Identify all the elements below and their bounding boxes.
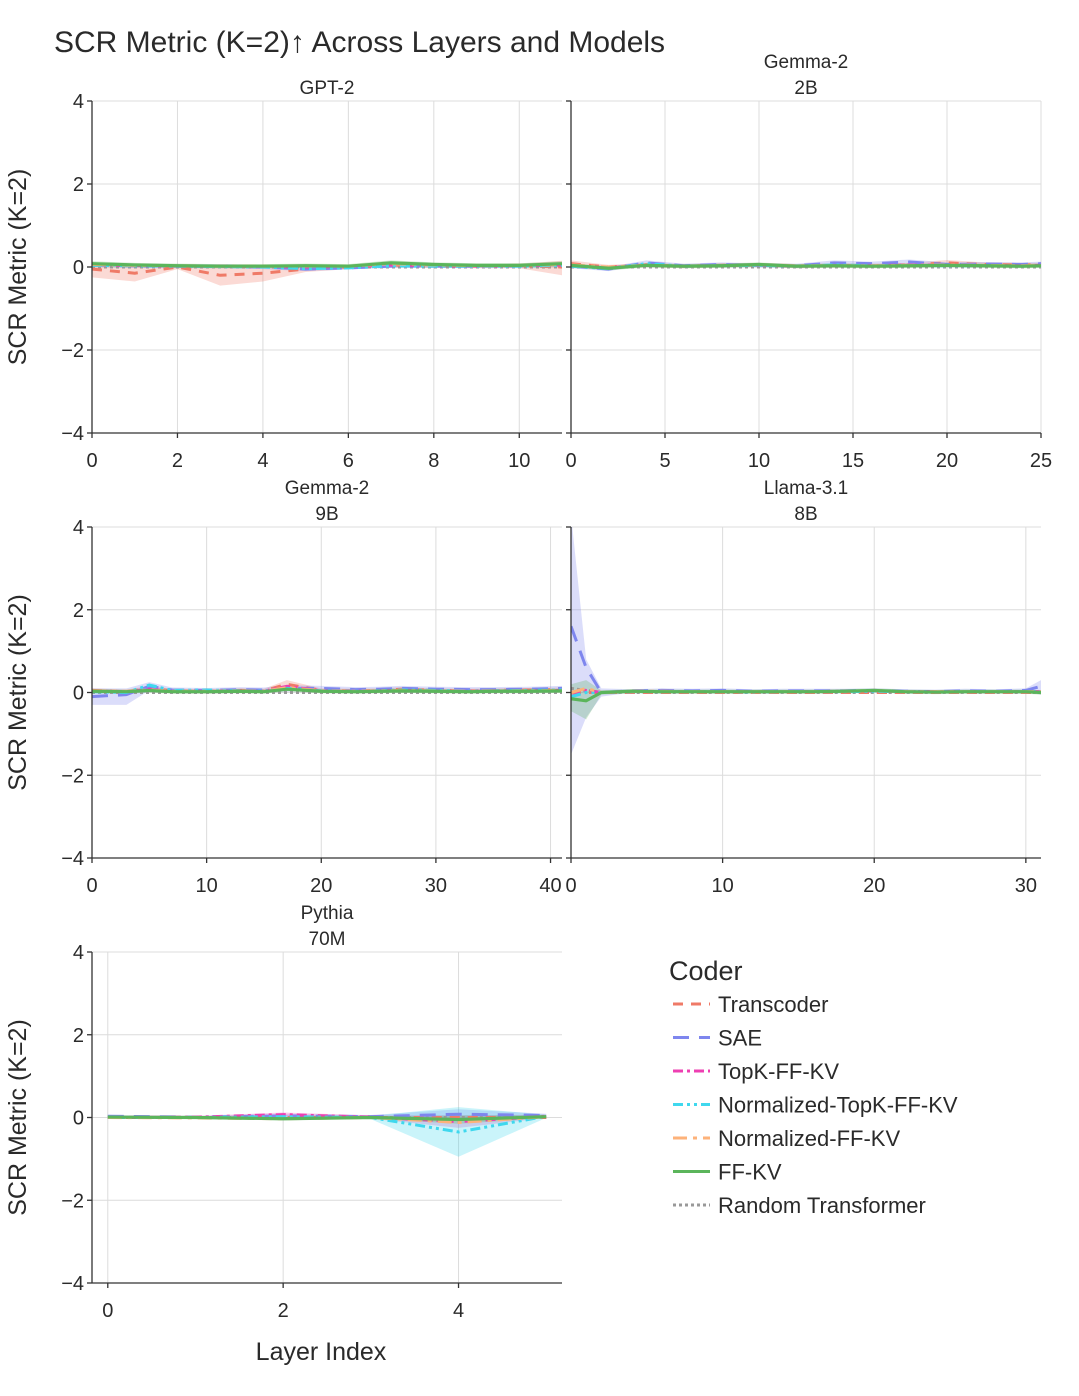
y-tick-label: 2 [73, 600, 84, 622]
subplot-title: Gemma-2 [285, 478, 369, 499]
subplot-title: Llama-3.1 [764, 478, 849, 499]
plot-area [107, 1107, 547, 1157]
x-tick-label: 4 [257, 450, 268, 472]
y-tick-label: 0 [73, 683, 84, 705]
band-ff-kv [571, 680, 1041, 720]
y-tick-label: 4 [73, 91, 84, 113]
legend-title: Coder [669, 956, 743, 986]
legend-label: Transcoder [718, 992, 828, 1017]
y-tick-label: 4 [73, 517, 84, 539]
x-tick-label: 0 [102, 1300, 113, 1322]
subplot-title: 2B [794, 78, 817, 99]
subplot-1: 0 5 10 15 20 25 Gemma-2 2B [565, 52, 1052, 472]
y-tick-label: −4 [61, 1273, 84, 1295]
figure-title: SCR Metric (K=2)↑ Across Layers and Mode… [54, 26, 665, 59]
legend-item-ff-kv: FF-KV [673, 1160, 782, 1185]
legend-item-normalized-ff-kv: Normalized-FF-KV [673, 1126, 900, 1151]
series-line-ff-kv [107, 1115, 547, 1122]
subplot-4: −4 −2 0 2 4 0 2 4 Pythia 70M SCR Metric (K=2) Layer… [4, 903, 562, 1366]
x-tick-label: 10 [196, 875, 218, 897]
legend-item-transcoder: Transcoder [673, 992, 828, 1017]
subplot-title: 9B [315, 504, 338, 525]
subplot-0: −4 −2 0 2 4 0 2 4 6 8 10 GPT-2 SCR Metric (K=2) [4, 78, 562, 472]
x-tick-label: 6 [343, 450, 354, 472]
subplot-title: Pythia [301, 903, 354, 924]
legend: Coder Transcoder SAE TopK-FF-KV Normalized-… [669, 956, 958, 1218]
x-tick-label: 15 [842, 450, 864, 472]
subplot-3: 0 10 20 30 Llama-3.1 8B [565, 478, 1041, 897]
x-tick-label: 30 [425, 875, 447, 897]
subplot-title: GPT-2 [300, 78, 355, 99]
subplot-title: Gemma-2 [764, 52, 848, 73]
legend-label: TopK-FF-KV [718, 1059, 839, 1084]
y-tick-label: 0 [73, 1108, 84, 1130]
y-tick-label: 2 [73, 174, 84, 196]
x-tick-label: 20 [863, 875, 885, 897]
x-tick-label: 20 [936, 450, 958, 472]
x-tick-label: 30 [1015, 875, 1037, 897]
y-tick-label: −2 [61, 1190, 84, 1212]
plot-area [571, 259, 1041, 272]
legend-item-random-transformer: Random Transformer [673, 1193, 926, 1218]
series-line-ff-kv [92, 261, 562, 268]
plot-area [571, 527, 1041, 755]
legend-label: FF-KV [718, 1160, 782, 1185]
series-line-ff-kv [571, 688, 1041, 703]
x-tick-label: 5 [659, 450, 670, 472]
y-tick-label: −4 [61, 848, 84, 870]
subplot-title: 70M [309, 929, 346, 950]
legend-label: Normalized-TopK-FF-KV [718, 1093, 958, 1118]
legend-item-topk-ff-kv: TopK-FF-KV [673, 1059, 839, 1084]
legend-label: Random Transformer [718, 1193, 926, 1218]
x-tick-label: 4 [453, 1300, 464, 1322]
x-tick-label: 2 [172, 450, 183, 472]
legend-item-normalized-topk-ff-kv: Normalized-TopK-FF-KV [673, 1093, 958, 1118]
series-line-sae [571, 625, 1041, 694]
y-tick-label: −4 [61, 423, 84, 445]
x-tick-label: 0 [86, 875, 97, 897]
y-tick-label: −2 [61, 340, 84, 362]
x-tick-label: 10 [508, 450, 530, 472]
x-tick-label: 10 [711, 875, 733, 897]
plot-area [92, 680, 562, 705]
x-tick-label: 10 [748, 450, 770, 472]
x-tick-label: 0 [565, 450, 576, 472]
y-tick-label: −2 [61, 765, 84, 787]
series-line-ff-kv [571, 262, 1041, 270]
plot-area [92, 260, 562, 286]
y-tick-label: 2 [73, 1025, 84, 1047]
x-axis-label: Layer Index [256, 1338, 387, 1366]
legend-label: SAE [718, 1026, 762, 1051]
x-tick-label: 25 [1030, 450, 1052, 472]
legend-label: Normalized-FF-KV [718, 1126, 900, 1151]
y-tick-label: 4 [73, 942, 84, 964]
band-sae [92, 682, 562, 705]
x-tick-label: 20 [310, 875, 332, 897]
x-tick-label: 40 [539, 875, 561, 897]
subplot-title: 8B [794, 504, 817, 525]
series-line-ff-kv [92, 687, 562, 694]
y-axis-label: SCR Metric (K=2) [4, 169, 32, 366]
x-tick-label: 0 [86, 450, 97, 472]
band-sae [571, 527, 1041, 755]
y-tick-label: 0 [73, 257, 84, 279]
legend-item-sae: SAE [673, 1026, 762, 1051]
x-tick-label: 8 [428, 450, 439, 472]
y-axis-label: SCR Metric (K=2) [4, 594, 32, 791]
x-tick-label: 0 [565, 875, 576, 897]
y-axis-label: SCR Metric (K=2) [4, 1019, 32, 1216]
x-tick-label: 2 [278, 1300, 289, 1322]
